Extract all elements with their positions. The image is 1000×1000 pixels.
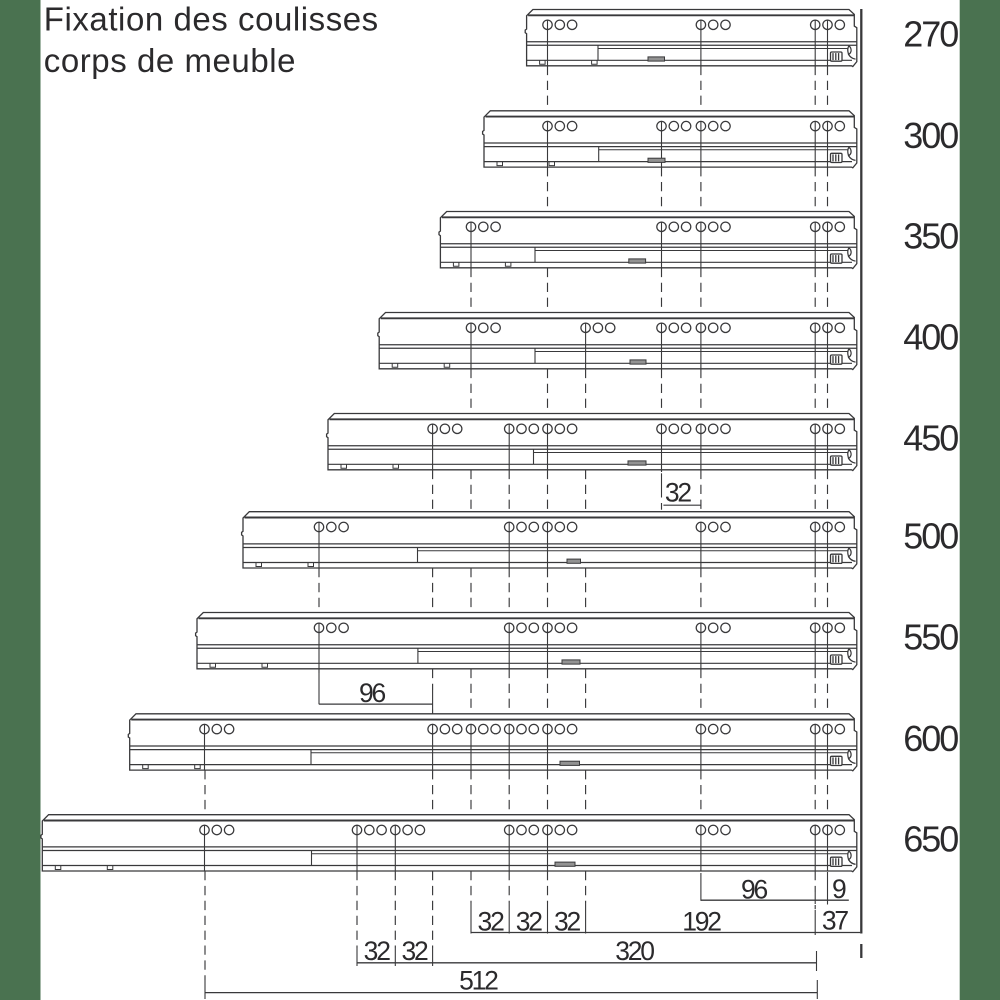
svg-text:270: 270: [903, 14, 958, 55]
svg-text:96: 96: [741, 875, 768, 905]
svg-text:320: 320: [615, 936, 654, 966]
svg-text:512: 512: [459, 966, 498, 996]
svg-text:32: 32: [364, 936, 391, 966]
svg-text:600: 600: [903, 718, 958, 759]
svg-text:96: 96: [359, 678, 386, 708]
svg-text:500: 500: [903, 516, 958, 557]
svg-text:Fixation des coulisses: Fixation des coulisses: [44, 1, 379, 38]
svg-text:32: 32: [516, 906, 543, 936]
svg-text:550: 550: [903, 617, 958, 658]
svg-text:650: 650: [903, 819, 958, 860]
svg-text:400: 400: [903, 317, 958, 358]
svg-text:192: 192: [682, 906, 721, 936]
svg-text:450: 450: [903, 418, 958, 459]
svg-text:32: 32: [665, 478, 692, 508]
svg-text:300: 300: [903, 115, 958, 156]
svg-text:350: 350: [903, 216, 958, 257]
svg-text:37: 37: [822, 906, 849, 936]
svg-text:9: 9: [832, 874, 846, 904]
svg-text:32: 32: [554, 906, 581, 936]
svg-text:corps de meuble: corps de meuble: [44, 42, 296, 79]
svg-text:32: 32: [478, 906, 505, 936]
svg-text:32: 32: [401, 936, 428, 966]
